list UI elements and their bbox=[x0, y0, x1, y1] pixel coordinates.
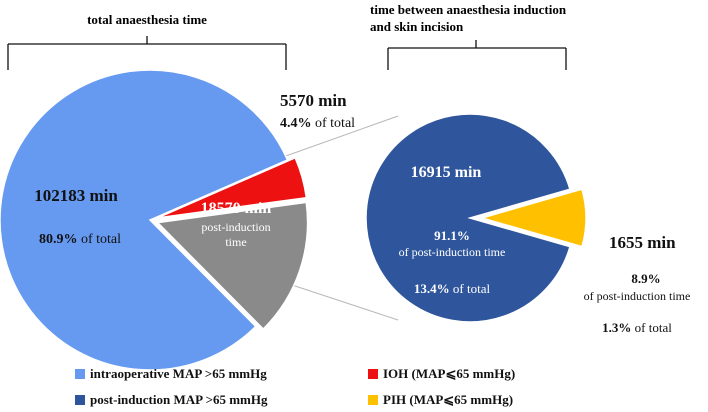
connector-line-top bbox=[282, 115, 399, 158]
left-chart-title: total anaesthesia time bbox=[87, 12, 207, 27]
pih-value-label: 1655 min bbox=[609, 233, 676, 252]
ioh-percent: 4.4% bbox=[280, 116, 312, 131]
legend: intraoperative MAP >65 mmHg IOH (MAP⩽65 … bbox=[75, 366, 515, 407]
post-induction-map-percent-sub: of post-induction time bbox=[399, 245, 506, 259]
post-induction-map-value-label: 16915 min bbox=[411, 164, 482, 181]
left-bracket bbox=[7, 36, 287, 70]
post-induction-map-total-label: 13.4% of total bbox=[414, 281, 491, 296]
post-induction-map-total-percent: 13.4% bbox=[414, 281, 450, 296]
connector-line-bottom bbox=[282, 281, 399, 321]
post-induction-sub-label-1: post-induction bbox=[201, 220, 270, 234]
pih-percent: 8.9% bbox=[631, 271, 660, 286]
legend-swatch-ioh bbox=[368, 369, 378, 379]
intraop-percent: 80.9% bbox=[39, 232, 78, 247]
right-pie bbox=[365, 113, 587, 323]
ioh-percent-suffix: of total bbox=[312, 116, 356, 131]
pie-slice-intraop bbox=[0, 69, 289, 371]
post-induction-value-label: 18570 min bbox=[201, 200, 272, 217]
pie-slice-ioh bbox=[157, 156, 308, 219]
right-chart-title-line1: time between anaesthesia induction bbox=[370, 2, 567, 17]
intraop-percent-suffix: of total bbox=[77, 232, 121, 247]
legend-swatch-pih bbox=[368, 395, 378, 405]
legend-swatch-intraop bbox=[75, 369, 85, 379]
post-induction-sub-label-2: time bbox=[225, 235, 246, 249]
legend-label-ioh: IOH (MAP⩽65 mmHg) bbox=[383, 366, 515, 381]
legend-label-pih: PIH (MAP⩽65 mmHg) bbox=[383, 392, 513, 407]
ioh-percent-label: 4.4% of total bbox=[280, 116, 355, 131]
pie-slice-pih bbox=[479, 188, 587, 248]
ioh-value-label: 5570 min bbox=[280, 91, 347, 110]
post-induction-map-total-suffix: of total bbox=[450, 281, 491, 296]
right-bracket bbox=[387, 40, 567, 70]
pih-percent-sub: of post-induction time bbox=[584, 289, 691, 303]
post-induction-map-percent: 91.1% bbox=[434, 228, 470, 243]
pih-total-label: 1.3% of total bbox=[602, 320, 672, 335]
legend-label-post-induction-map: post-induction MAP >65 mmHg bbox=[90, 392, 268, 407]
pih-total-percent: 1.3% bbox=[602, 320, 631, 335]
legend-label-intraop: intraoperative MAP >65 mmHg bbox=[90, 366, 267, 381]
left-pie bbox=[0, 69, 309, 371]
intraop-percent-label: 80.9% of total bbox=[39, 232, 121, 247]
pih-total-suffix: of total bbox=[631, 320, 672, 335]
pie-slice-post-induction bbox=[155, 201, 309, 331]
pie-slice-post-induction-map bbox=[365, 113, 571, 323]
legend-swatch-post-induction-map bbox=[75, 395, 85, 405]
intraop-value-label: 102183 min bbox=[34, 186, 118, 205]
right-chart-title-line2: and skin incision bbox=[370, 19, 464, 34]
